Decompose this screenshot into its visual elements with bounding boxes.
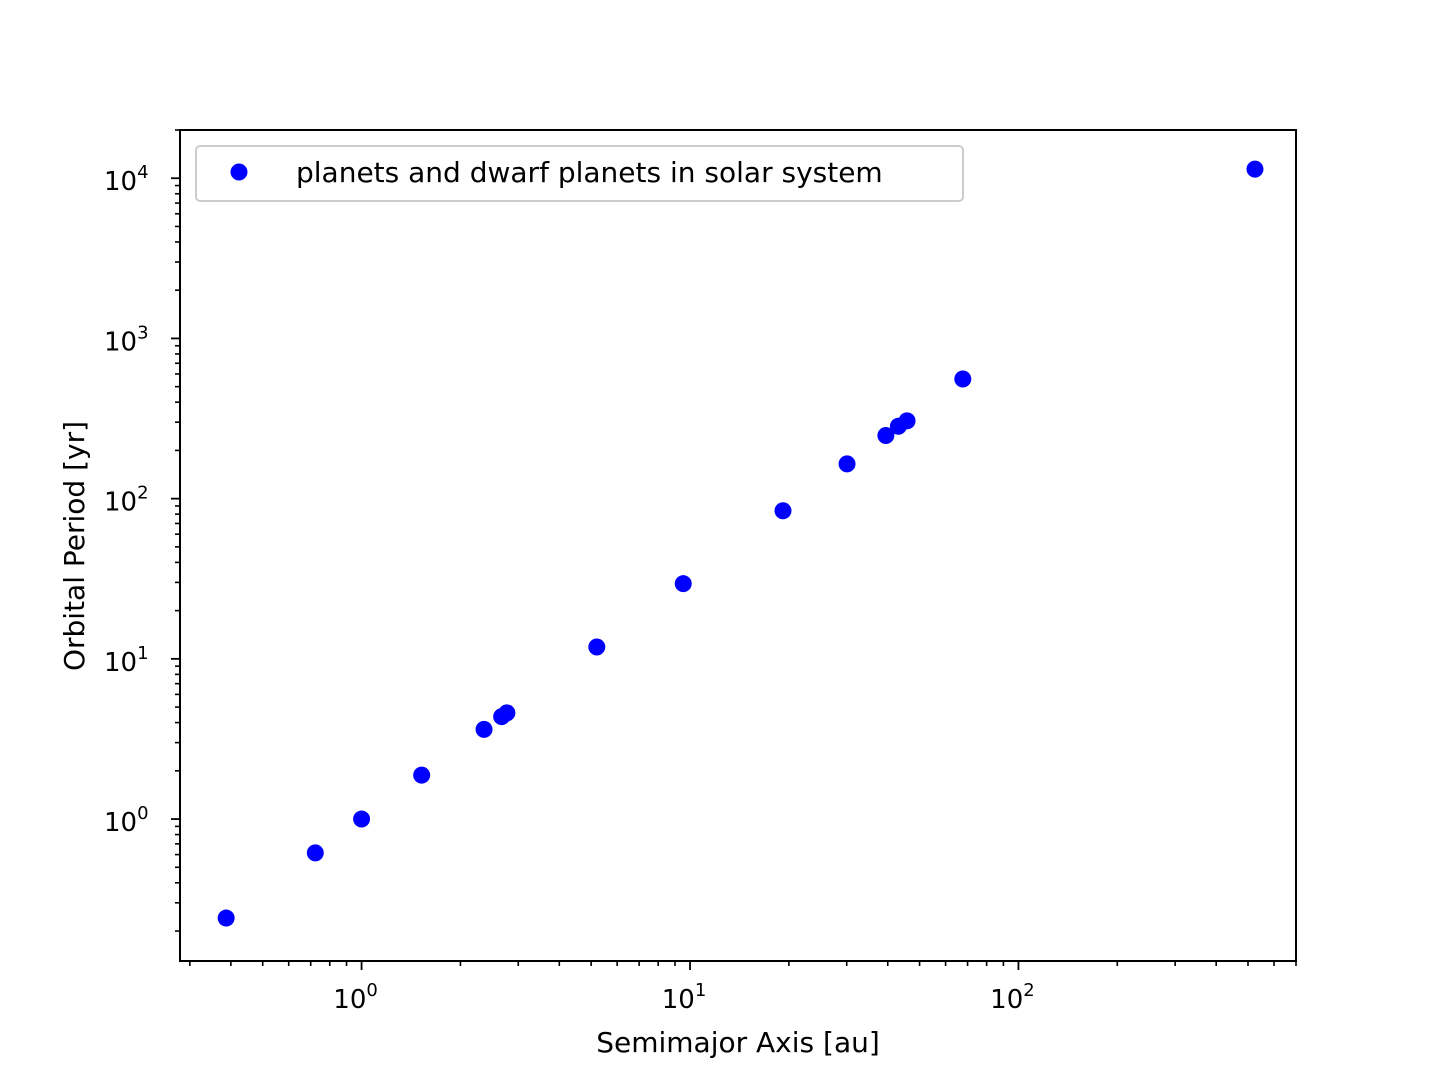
x-tick-label: 101 [662,980,707,1015]
y-tick-exponent: 1 [137,643,148,664]
legend-marker [230,163,248,181]
x-tick-exponent: 0 [366,980,377,1001]
y-tick-base: 10 [104,648,137,678]
legend-box [195,145,964,202]
x-axis-ticks: 100 101 102 [189,961,1297,1015]
y-tick-label: 102 [104,483,149,518]
x-axis-label: Semimajor Axis [au] [596,1026,880,1059]
legend: planets and dwarf planets in solar syste… [195,145,964,202]
y-tick-base: 10 [104,488,137,518]
data-point-4 [475,720,493,738]
x-tick-base: 10 [333,985,366,1015]
x-tick-exponent: 2 [1023,980,1034,1001]
y-tick-exponent: 4 [137,162,148,183]
x-tick-base: 10 [662,985,695,1015]
data-point-3 [413,766,431,784]
data-point-15 [1246,160,1264,178]
data-point-10 [838,455,856,473]
legend-entry-label: planets and dwarf planets in solar syste… [296,156,883,189]
data-point-11 [877,426,895,444]
x-tick-label: 100 [333,980,378,1015]
data-point-9 [774,502,792,520]
data-point-6 [498,704,516,722]
y-tick-exponent: 2 [137,483,148,504]
data-point-14 [954,370,972,388]
y-tick-exponent: 0 [137,803,148,824]
data-point-13 [898,412,916,430]
y-tick-base: 10 [104,167,137,197]
data-points [217,160,1264,927]
x-tick-exponent: 1 [695,980,706,1001]
data-point-7 [588,638,606,656]
y-tick-exponent: 3 [137,322,148,343]
data-point-2 [353,810,371,828]
y-tick-base: 10 [104,808,137,838]
y-tick-label: 103 [104,322,149,357]
x-tick-label: 102 [990,980,1035,1015]
y-tick-label: 104 [104,162,149,197]
x-tick-base: 10 [990,985,1023,1015]
data-point-8 [674,575,692,593]
y-tick-label: 100 [104,803,149,838]
plot-area-frame [179,129,1297,962]
y-axis-label: Orbital Period [yr] [58,421,91,671]
data-point-1 [306,844,324,862]
data-point-0 [217,909,235,927]
y-tick-label: 101 [104,643,149,678]
y-tick-base: 10 [104,327,137,357]
